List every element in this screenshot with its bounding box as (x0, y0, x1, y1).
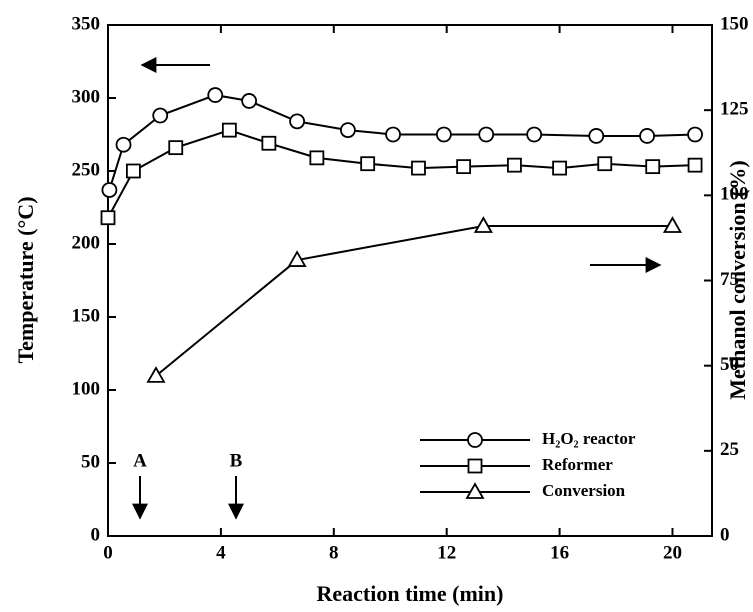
marker (241, 93, 258, 109)
marker (152, 107, 169, 124)
y2-tick-label: 50 (720, 354, 739, 375)
x-tick-label: 12 (437, 542, 456, 563)
y2-tick-label: 150 (720, 13, 749, 34)
legend-label: Reformer (542, 455, 613, 474)
marker (287, 250, 307, 267)
x-tick-label: 16 (550, 542, 569, 563)
marker (645, 159, 661, 175)
series-line (107, 129, 696, 219)
marker (385, 126, 401, 143)
x-axis-label: Reaction time (min) (317, 581, 504, 606)
marker (526, 126, 543, 143)
y2-tick-label: 25 (720, 439, 739, 460)
marker (207, 87, 224, 103)
marker (101, 182, 118, 198)
marker (146, 366, 166, 383)
y-tick-label: 0 (91, 524, 101, 545)
marker (411, 160, 426, 176)
marker (639, 128, 655, 144)
marker (115, 136, 132, 153)
legend-marker (467, 432, 483, 448)
marker (662, 216, 683, 233)
marker (221, 122, 237, 138)
marker (435, 126, 452, 143)
y-tick-label: 150 (72, 305, 101, 326)
annotation: B (230, 450, 243, 471)
marker (507, 157, 522, 173)
legend-label: H₂O₂ reactor (542, 429, 636, 448)
y2-tick-label: 75 (720, 269, 739, 290)
annotation: A (133, 450, 147, 471)
x-tick-label: 0 (103, 542, 113, 563)
marker (478, 126, 495, 143)
y2-tick-label: 125 (720, 99, 749, 120)
y-axis-label: Temperature (°C) (13, 196, 38, 363)
marker (289, 113, 306, 130)
y-tick-label: 350 (72, 13, 101, 34)
marker (360, 156, 376, 172)
legend-label: Conversion (542, 481, 626, 500)
marker (261, 135, 277, 151)
y-tick-label: 250 (72, 159, 101, 180)
marker (100, 210, 116, 226)
y-tick-label: 50 (81, 451, 100, 472)
marker (126, 163, 141, 179)
marker (309, 150, 325, 166)
marker (340, 122, 356, 139)
y2-axis-label: Methanol conversion (%) (725, 160, 750, 400)
marker (588, 128, 605, 144)
marker (687, 126, 703, 143)
y2-tick-label: 100 (720, 184, 749, 205)
y-tick-label: 200 (72, 232, 101, 253)
marker (168, 140, 184, 156)
marker (597, 156, 613, 172)
series-line (108, 94, 696, 191)
marker (552, 160, 567, 176)
marker (473, 216, 493, 233)
x-tick-label: 8 (329, 542, 339, 563)
series-line (155, 224, 673, 377)
x-tick-label: 4 (216, 542, 226, 563)
marker (456, 159, 472, 175)
legend-marker (467, 458, 483, 474)
y2-tick-label: 0 (720, 524, 730, 545)
y-tick-label: 300 (72, 86, 101, 107)
x-tick-label: 20 (663, 542, 682, 563)
y-tick-label: 100 (72, 378, 101, 399)
legend-marker (465, 482, 485, 499)
marker (687, 157, 703, 173)
